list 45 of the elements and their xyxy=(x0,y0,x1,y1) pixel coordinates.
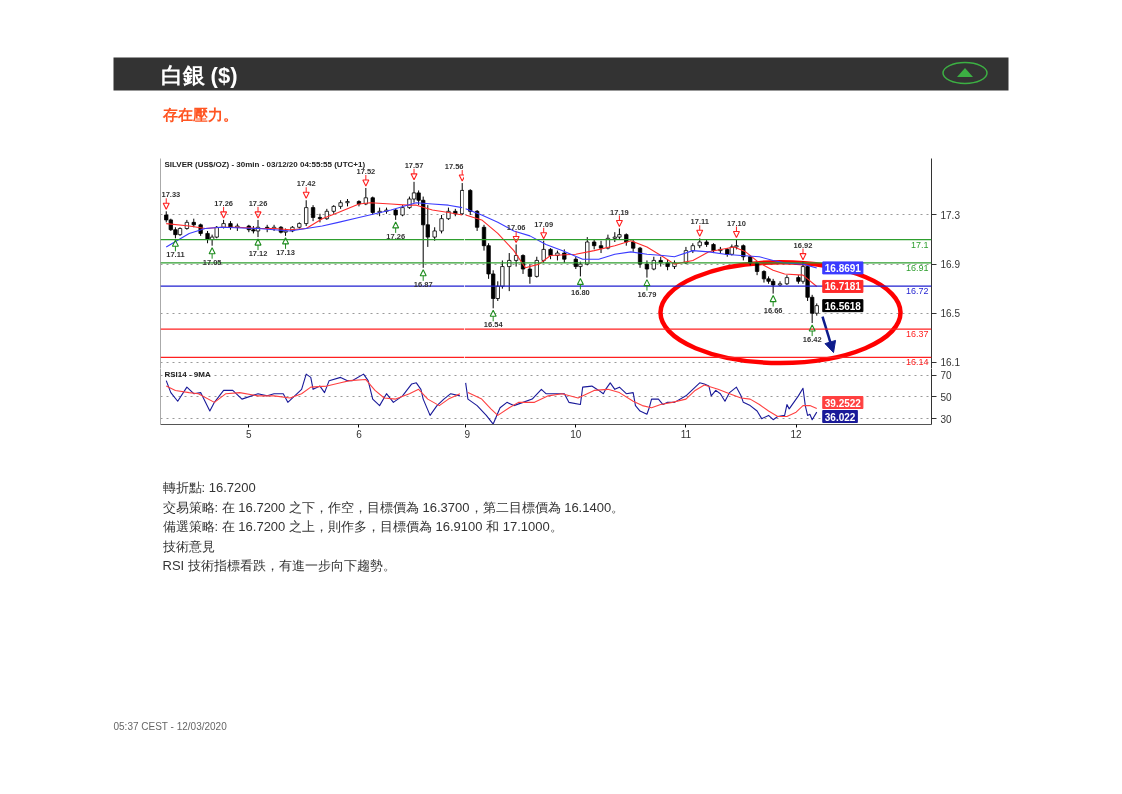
text: 交易策略: 在 16.7200 之下，作空，目標價為 16.3700，第二目標價為 16.1400。 xyxy=(162,499,625,515)
candlestick xyxy=(411,181,417,204)
chart-title: RSI14 - 9MA xyxy=(164,369,211,379)
ref-line-label: 17.1 xyxy=(910,239,929,250)
candlestick xyxy=(514,243,519,268)
x-tick-label: 10 xyxy=(570,428,582,440)
candlestick xyxy=(439,214,444,234)
x-tick-label: 5 xyxy=(246,428,253,440)
text: 技術意見 xyxy=(161,538,215,554)
line-series xyxy=(465,382,818,425)
text: 轉折點: 16.7200 xyxy=(162,480,256,495)
ref-line-label: 16.72 xyxy=(905,286,929,297)
x-tick-label: 12 xyxy=(790,428,803,440)
text: 白銀 ($) xyxy=(160,63,238,88)
text: 16.5618 xyxy=(824,300,861,312)
text: RSI 技術指標看跌，有進一步向下趨勢。 xyxy=(162,558,396,573)
x-tick-label: 6 xyxy=(356,428,363,440)
y-tick-label: 50 xyxy=(940,391,953,403)
x-tick-label: 9 xyxy=(464,428,471,440)
data-label: 36.022 xyxy=(824,411,856,423)
data-label: 16.7181 xyxy=(824,281,862,293)
line-series xyxy=(467,384,818,418)
text: 存在壓力。 xyxy=(161,106,238,123)
ref-line-label: 16.14 xyxy=(905,357,929,368)
data-label: 16.8691 xyxy=(824,262,862,274)
y-tick-label: 16.1 xyxy=(940,357,961,369)
text: 05:37 CEST - 12/03/2020 xyxy=(113,721,228,732)
y-tick-label: 16.9 xyxy=(940,259,961,271)
y-tick-label: 17.3 xyxy=(940,209,961,221)
candlestick xyxy=(527,263,533,285)
ref-line-label: 16.91 xyxy=(905,262,929,273)
data-label: 39.2522 xyxy=(824,397,862,409)
y-tick-label: 70 xyxy=(940,370,953,382)
y-tick-label: 30 xyxy=(940,413,953,425)
candlestick xyxy=(500,259,505,290)
candlestick xyxy=(644,259,650,279)
candlestick xyxy=(598,240,604,254)
text: 備選策略: 在 16.7200 之上，則作多，目標價為 16.9100 和 17.1000。 xyxy=(162,519,563,534)
candlestick xyxy=(304,199,309,227)
x-tick-label: 11 xyxy=(680,428,692,440)
y-tick-label: 16.5 xyxy=(940,308,961,320)
chart-title: SILVER (US$/OZ) - 30min - 03/12/20 04:55:55 (UTC+1) xyxy=(164,159,366,169)
ref-line-label: 16.37 xyxy=(905,329,929,340)
candlestick xyxy=(468,188,473,216)
candlestick xyxy=(460,182,464,216)
